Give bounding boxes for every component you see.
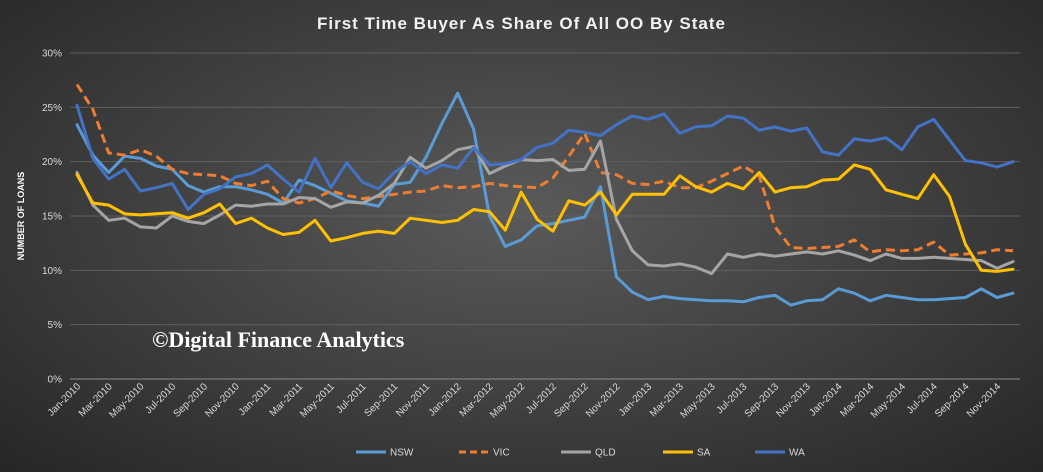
legend-label-sa: SA xyxy=(697,448,711,459)
series-line-sa xyxy=(75,163,1015,273)
x-tick-label: May-2012 xyxy=(488,381,528,421)
legend-label-qld: QLD xyxy=(595,448,616,459)
watermark: ©Digital Finance Analytics xyxy=(152,327,405,352)
y-tick-label: 20% xyxy=(42,157,62,168)
legend-label-vic: VIC xyxy=(493,448,510,459)
x-tick-label: Nov-2013 xyxy=(774,381,813,420)
y-tick-label: 10% xyxy=(42,266,62,277)
series-line-nsw xyxy=(75,91,1015,307)
legend-label-nsw: NSW xyxy=(390,448,414,459)
y-tick-label: 0% xyxy=(48,375,63,386)
x-tick-label: May-2014 xyxy=(869,381,909,421)
y-axis-ticks: 0% 5% 10% 15% 20% 25% 30% xyxy=(42,49,62,386)
legend-label-wa: WA xyxy=(789,448,805,459)
x-tick-label: Nov-2012 xyxy=(584,381,623,420)
x-tick-label: May-2010 xyxy=(107,381,147,421)
legend: NSW VIC QLD SA WA xyxy=(356,448,805,459)
y-tick-label: 30% xyxy=(42,49,62,60)
x-tick-label: Nov-2014 xyxy=(965,381,1004,420)
x-tick-label: Nov-2011 xyxy=(394,381,432,419)
y-tick-label: 15% xyxy=(42,212,62,223)
series-line-qld xyxy=(75,139,1015,276)
y-tick-label: 5% xyxy=(48,320,63,331)
series-lines xyxy=(75,83,1015,307)
x-tick-label: May-2013 xyxy=(678,381,718,421)
y-axis-label: NUMBER OF LOANS xyxy=(16,172,26,261)
series-line-vic xyxy=(75,83,1014,257)
chart-title: First Time Buyer As Share Of All OO By S… xyxy=(317,14,726,33)
y-tick-label: 25% xyxy=(42,103,62,114)
series-line-wa xyxy=(75,103,1015,211)
x-axis-ticks: Jan-2010Mar-2010May-2010Jul-2010Sep-2010… xyxy=(46,381,1004,421)
x-tick-label: Nov-2010 xyxy=(203,381,242,420)
x-tick-label: May-2011 xyxy=(298,381,337,420)
